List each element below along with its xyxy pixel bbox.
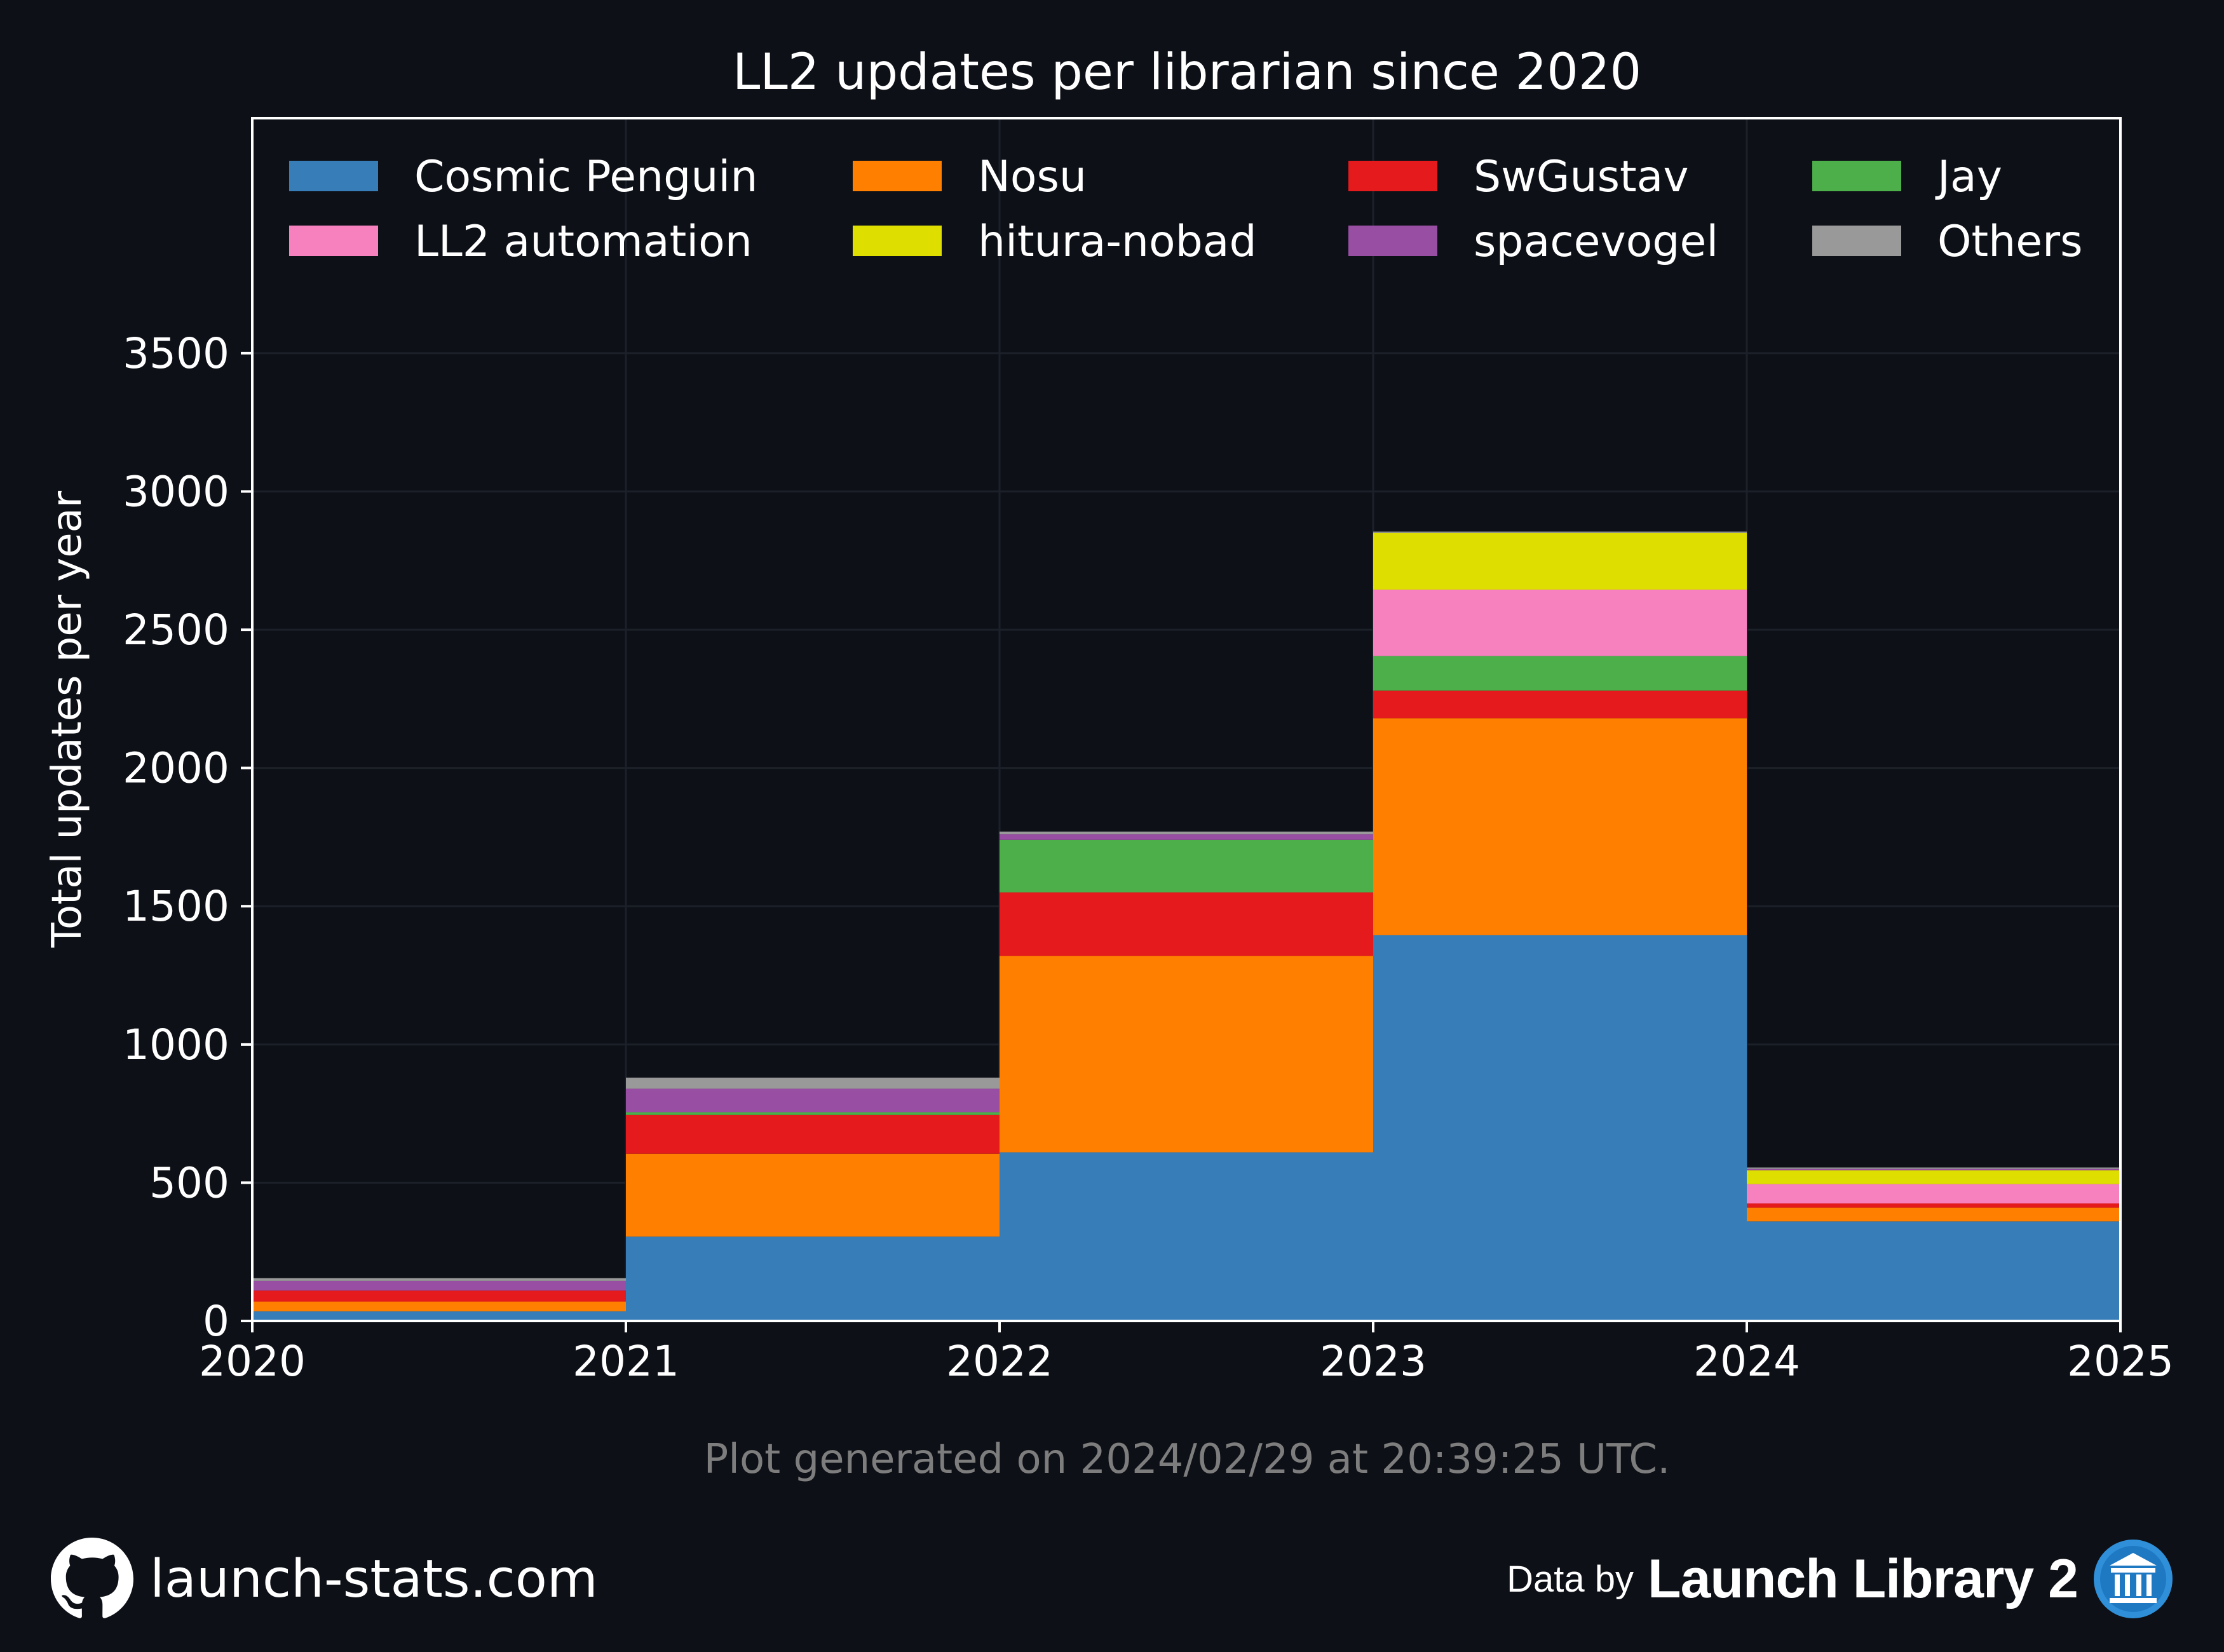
legend-swatch-jay [1812, 161, 1901, 191]
y-tick-label-6: 3000 [123, 467, 229, 516]
x-tick-label-3: 2023 [1320, 1337, 1427, 1386]
bar-hitura-nobad-2023 [1373, 532, 1747, 590]
x-tick-label-0: 2020 [199, 1337, 306, 1386]
library-icon [2094, 1540, 2173, 1618]
x-tick-label-1: 2021 [573, 1337, 679, 1386]
bar-ll2-automation-2023 [1373, 589, 1747, 656]
data-by-label: Data by [1507, 1558, 1634, 1600]
bar-spacevogel-2024 [1747, 1168, 2120, 1170]
bar-swgustav-2020 [252, 1290, 626, 1302]
x-tick-label-2: 2022 [946, 1337, 1053, 1386]
legend-swatch-others [1812, 226, 1901, 256]
bar-jay-2021 [626, 1112, 1000, 1115]
bar-spacevogel-2022 [1000, 834, 1373, 840]
bar-spacevogel-2020 [252, 1280, 626, 1291]
x-tick-label-5: 2025 [2067, 1337, 2174, 1386]
legend-swatch-nosu [853, 161, 942, 191]
y-tick-label-4: 2000 [123, 744, 229, 793]
bar-swgustav-2021 [626, 1114, 1000, 1154]
y-tick-label-5: 2500 [123, 606, 229, 654]
bar-nosu-2020 [252, 1301, 626, 1311]
bar-cosmic-penguin-2020 [252, 1311, 626, 1321]
chart-title: LL2 updates per librarian since 2020 [733, 44, 1641, 101]
bar-nosu-2024 [1747, 1207, 2120, 1222]
legend-label-jay: Jay [1935, 152, 2002, 202]
bar-others-2024 [1747, 1167, 2120, 1169]
legend-label-ll2-automation: LL2 automation [414, 217, 752, 267]
ticks: 0 500 1000 1500 2000 2500 3000 3500 2020 2021 2022… [123, 329, 2174, 1386]
y-tick-label-1: 500 [149, 1158, 229, 1207]
brand-name: Launch Library 2 [1648, 1548, 2078, 1609]
bar-cosmic-penguin-2021 [626, 1236, 1000, 1321]
bar-swgustav-2022 [1000, 892, 1373, 956]
bar-nosu-2022 [1000, 956, 1373, 1153]
legend-swatch-hitura-nobad [853, 226, 942, 256]
bar-hitura-nobad-2024 [1747, 1170, 2120, 1184]
legend-label-swgustav: SwGustav [1474, 152, 1689, 202]
site-credit[interactable]: launch-stats.com [51, 1531, 598, 1627]
bar-cosmic-penguin-2022 [1000, 1152, 1373, 1321]
y-tick-label-2: 1000 [123, 1020, 229, 1069]
bar-swgustav-2023 [1373, 690, 1747, 719]
plot-frame [251, 117, 2122, 1322]
bar-others-2021 [626, 1078, 1000, 1089]
x-tick-label-4: 2024 [1693, 1337, 1800, 1386]
legend-label-others: Others [1937, 217, 2083, 267]
bars [252, 531, 2120, 1321]
legend-label-hitura-nobad: hitura-nobad [978, 217, 1257, 267]
bar-cosmic-penguin-2024 [1747, 1221, 2120, 1321]
legend-swatch-ll2-automation [289, 226, 378, 256]
site-name: launch-stats.com [150, 1548, 598, 1609]
legend-label-nosu: Nosu [978, 152, 1087, 202]
bar-others-2023 [1373, 531, 1747, 533]
legend-label-cosmic-penguin: Cosmic Penguin [414, 152, 757, 202]
bar-swgustav-2024 [1747, 1203, 2120, 1208]
bar-others-2022 [1000, 831, 1373, 835]
y-axis-label: Total updates per year [44, 491, 91, 948]
bar-nosu-2023 [1373, 718, 1747, 935]
bar-nosu-2021 [626, 1153, 1000, 1237]
bar-spacevogel-2021 [626, 1088, 1000, 1113]
legend: Cosmic Penguin Nosu SwGustav Jay LL2 automat… [289, 152, 2083, 267]
legend-label-spacevogel: spacevogel [1474, 217, 1718, 267]
github-icon [51, 1538, 133, 1618]
y-tick-label-0: 0 [203, 1297, 229, 1346]
legend-swatch-cosmic-penguin [289, 161, 378, 191]
data-credit: Data by Launch Library 2 [1507, 1531, 2174, 1627]
bar-jay-2022 [1000, 839, 1373, 893]
legend-swatch-swgustav [1348, 161, 1437, 191]
bar-cosmic-penguin-2023 [1373, 935, 1747, 1321]
y-tick-label-3: 1500 [123, 882, 229, 931]
bar-others-2020 [252, 1278, 626, 1281]
bar-jay-2023 [1373, 656, 1747, 691]
generated-note: Plot generated on 2024/02/29 at 20:39:25… [704, 1436, 1671, 1483]
bar-ll2-automation-2024 [1747, 1184, 2120, 1204]
y-tick-label-7: 3500 [123, 329, 229, 378]
legend-swatch-spacevogel [1348, 226, 1437, 256]
